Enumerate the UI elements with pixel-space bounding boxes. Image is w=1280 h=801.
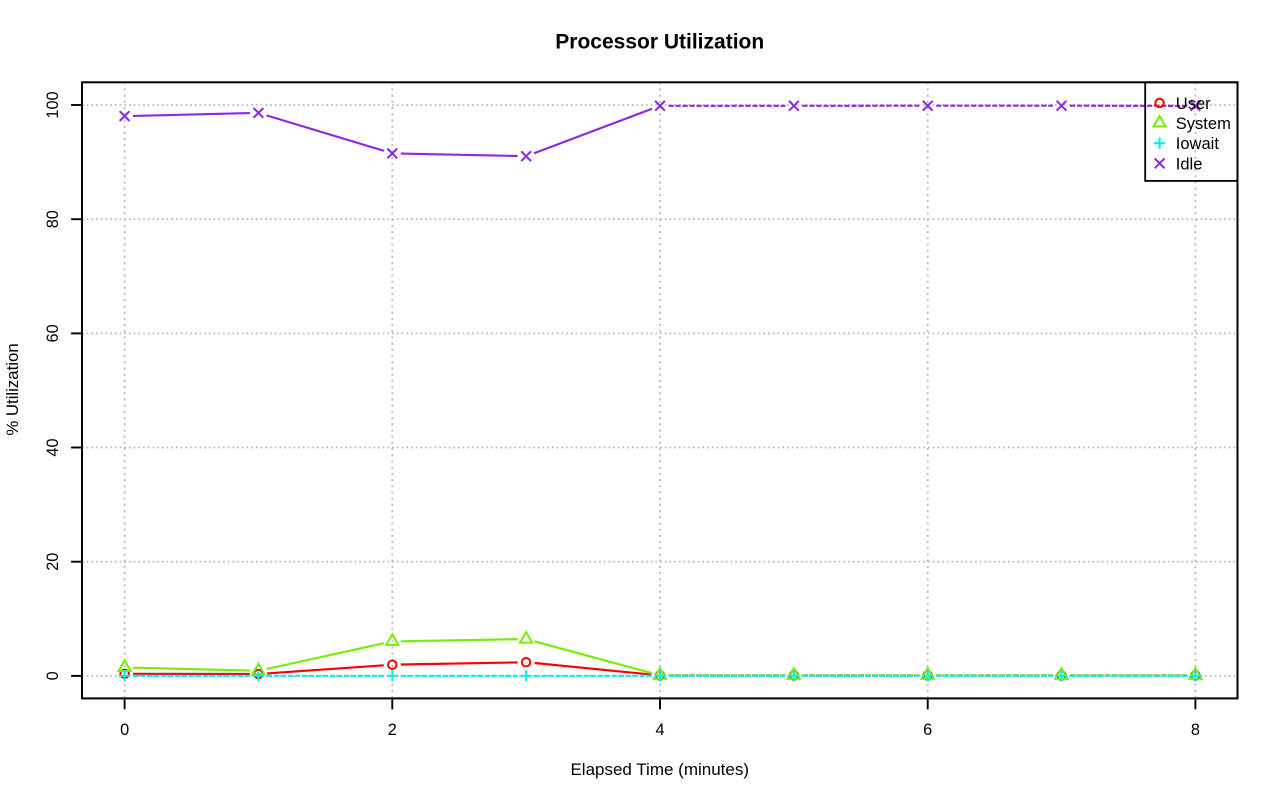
svg-text:20: 20: [44, 553, 62, 571]
svg-text:User: User: [1176, 95, 1211, 113]
svg-text:80: 80: [44, 210, 62, 228]
svg-text:Processor Utilization: Processor Utilization: [555, 31, 764, 54]
svg-text:40: 40: [44, 438, 62, 456]
svg-text:0: 0: [44, 671, 62, 680]
svg-text:0: 0: [120, 721, 129, 739]
svg-text:2: 2: [388, 721, 397, 739]
svg-text:6: 6: [923, 721, 932, 739]
svg-text:8: 8: [1191, 721, 1200, 739]
svg-text:Elapsed Time (minutes): Elapsed Time (minutes): [570, 760, 749, 779]
svg-text:60: 60: [44, 324, 62, 342]
svg-text:Idle: Idle: [1176, 155, 1203, 173]
svg-text:% Utilization: % Utilization: [3, 343, 22, 435]
svg-text:100: 100: [44, 91, 62, 118]
svg-text:4: 4: [655, 721, 664, 739]
svg-text:Iowait: Iowait: [1176, 135, 1220, 153]
svg-text:System: System: [1176, 115, 1231, 133]
